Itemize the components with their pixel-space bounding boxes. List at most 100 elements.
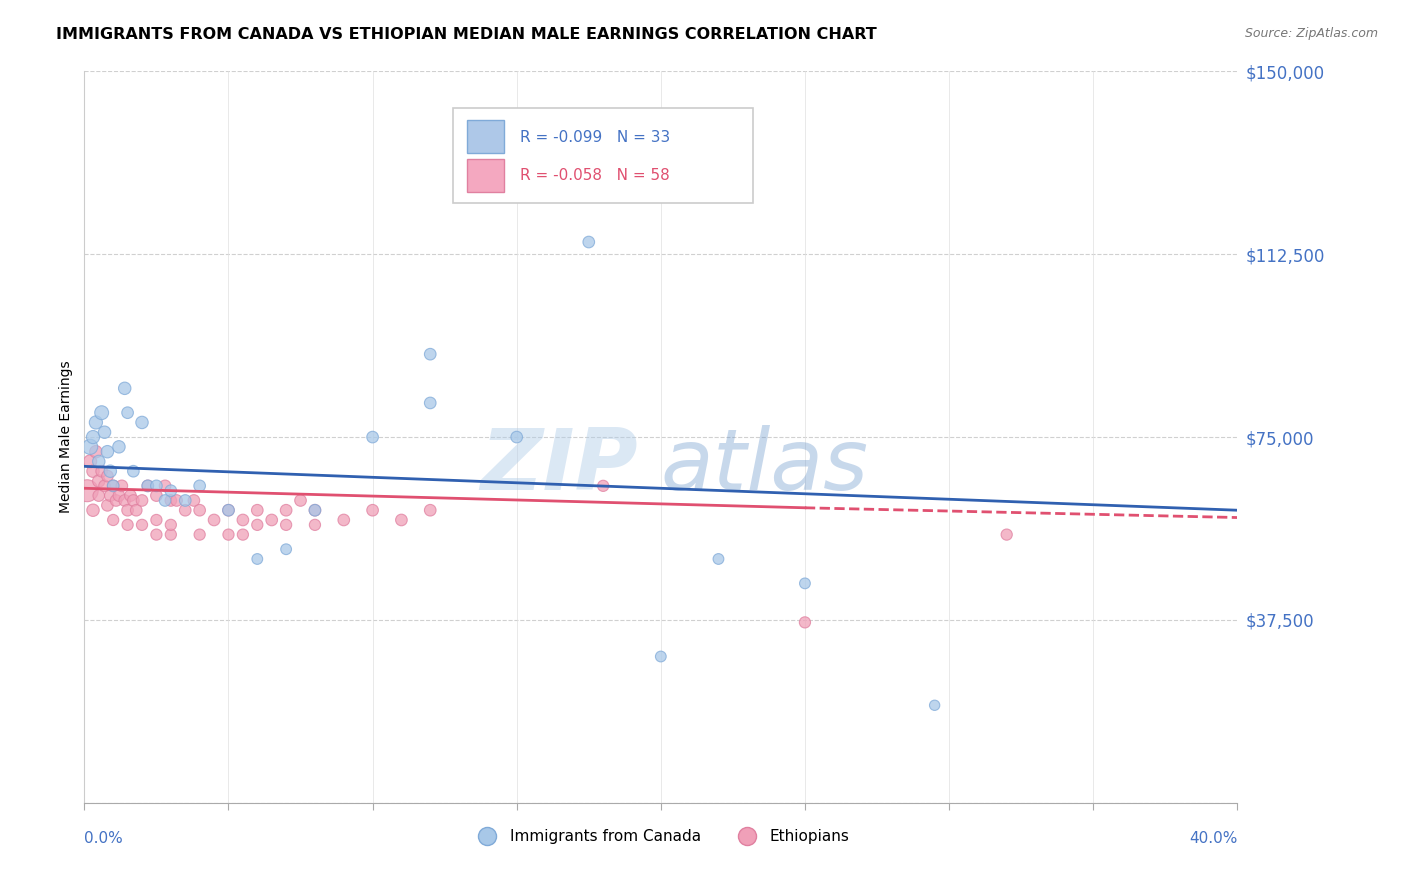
Point — [136, 479, 159, 493]
Y-axis label: Median Male Earnings: Median Male Earnings — [59, 360, 73, 514]
Point — [87, 489, 110, 503]
Point — [98, 489, 121, 503]
Point — [96, 444, 118, 458]
Point — [188, 503, 211, 517]
Point — [79, 454, 101, 468]
Point — [419, 503, 441, 517]
Point — [232, 527, 254, 541]
Point — [218, 503, 240, 517]
Point — [276, 542, 298, 557]
Text: ZIP: ZIP — [479, 425, 638, 508]
Bar — [467, 120, 503, 153]
Point — [361, 503, 384, 517]
Point — [188, 479, 211, 493]
Point — [114, 381, 136, 395]
Point — [506, 430, 529, 444]
Point — [153, 493, 176, 508]
Point — [114, 493, 136, 508]
Text: R = -0.058   N = 58: R = -0.058 N = 58 — [520, 168, 669, 183]
Point — [391, 513, 413, 527]
Point — [79, 440, 101, 454]
Point — [160, 493, 183, 508]
Point — [90, 406, 112, 420]
Point — [246, 503, 269, 517]
Point — [246, 552, 269, 566]
Point — [111, 479, 134, 493]
Point — [103, 513, 124, 527]
Point — [276, 517, 298, 532]
Point — [592, 479, 614, 493]
Point — [166, 493, 188, 508]
Bar — [467, 159, 503, 192]
Point — [361, 430, 384, 444]
Point — [145, 527, 167, 541]
Point — [188, 527, 211, 541]
Point — [304, 503, 326, 517]
Point — [87, 454, 110, 468]
Point — [84, 444, 107, 458]
Point — [96, 499, 118, 513]
Point — [96, 469, 118, 483]
Point — [419, 347, 441, 361]
Point — [122, 464, 145, 478]
Point — [260, 513, 283, 527]
Point — [98, 464, 121, 478]
Point — [103, 479, 124, 493]
Point — [160, 527, 183, 541]
Point — [82, 503, 104, 517]
Point — [103, 479, 124, 493]
Point — [578, 235, 600, 249]
Point — [232, 513, 254, 527]
Legend: Immigrants from Canada, Ethiopians: Immigrants from Canada, Ethiopians — [465, 822, 856, 850]
Point — [153, 479, 176, 493]
Point — [202, 513, 225, 527]
Text: 0.0%: 0.0% — [84, 831, 124, 846]
Point — [145, 489, 167, 503]
Point — [174, 503, 197, 517]
Point — [117, 503, 139, 517]
Point — [290, 493, 312, 508]
Text: R = -0.099   N = 33: R = -0.099 N = 33 — [520, 129, 671, 145]
Point — [924, 698, 946, 713]
Point — [794, 615, 817, 630]
Point — [145, 513, 167, 527]
Point — [160, 483, 183, 498]
Point — [108, 440, 131, 454]
Point — [650, 649, 672, 664]
Point — [145, 479, 167, 493]
Point — [93, 425, 115, 440]
Point — [276, 503, 298, 517]
Text: IMMIGRANTS FROM CANADA VS ETHIOPIAN MEDIAN MALE EARNINGS CORRELATION CHART: IMMIGRANTS FROM CANADA VS ETHIOPIAN MEDI… — [56, 27, 877, 42]
Point — [794, 576, 817, 591]
Point — [131, 416, 153, 430]
Point — [246, 517, 269, 532]
Point — [183, 493, 205, 508]
Point — [120, 489, 142, 503]
Point — [218, 527, 240, 541]
Point — [84, 416, 107, 430]
Point — [707, 552, 730, 566]
Point — [117, 406, 139, 420]
Point — [995, 527, 1018, 541]
Text: Source: ZipAtlas.com: Source: ZipAtlas.com — [1244, 27, 1378, 40]
Point — [76, 483, 98, 498]
Point — [82, 464, 104, 478]
Point — [93, 479, 115, 493]
Point — [105, 493, 128, 508]
Point — [90, 464, 112, 478]
Point — [117, 517, 139, 532]
Point — [131, 517, 153, 532]
Point — [125, 503, 148, 517]
Point — [108, 489, 131, 503]
Point — [131, 493, 153, 508]
Point — [304, 517, 326, 532]
Point — [419, 396, 441, 410]
FancyBboxPatch shape — [453, 108, 754, 203]
Point — [218, 503, 240, 517]
Point — [136, 479, 159, 493]
Point — [87, 474, 110, 488]
Point — [304, 503, 326, 517]
Point — [174, 493, 197, 508]
Point — [160, 517, 183, 532]
Point — [82, 430, 104, 444]
